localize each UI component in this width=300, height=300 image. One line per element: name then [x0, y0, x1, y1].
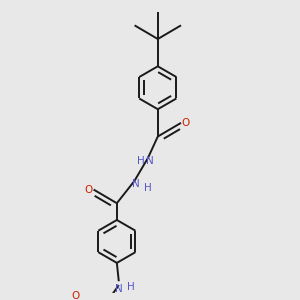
Text: N: N [133, 179, 140, 189]
Text: O: O [71, 291, 79, 300]
Text: H: H [137, 156, 145, 166]
Text: H: H [127, 282, 134, 292]
Text: N: N [115, 284, 123, 294]
Text: O: O [85, 184, 93, 195]
Text: O: O [182, 118, 190, 128]
Text: H: H [144, 183, 152, 193]
Text: N: N [146, 156, 154, 166]
